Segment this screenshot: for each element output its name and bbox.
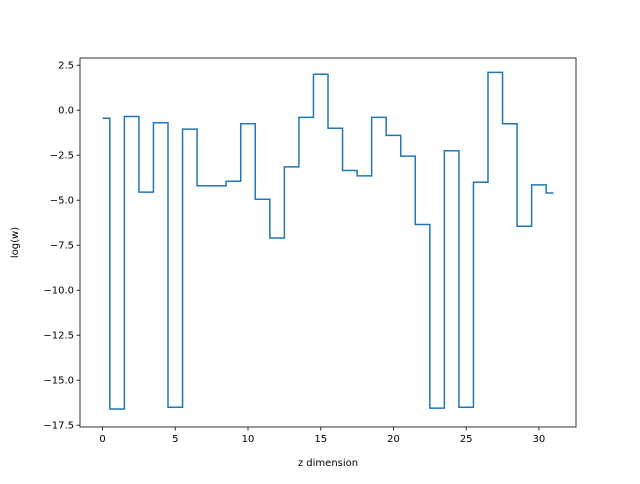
y-axis-label: log(w)	[10, 227, 21, 258]
y-tick-label: −7.5	[50, 241, 74, 252]
x-tick-label: 25	[460, 434, 473, 445]
y-tick-label: −15.0	[43, 376, 74, 387]
x-tick-label: 5	[172, 434, 178, 445]
y-tick-label: −2.5	[50, 151, 74, 162]
x-tick-label: 15	[314, 434, 327, 445]
series-step-line-0	[102, 71, 554, 410]
axes-frame	[79, 57, 577, 428]
x-axis-label: z dimension	[298, 458, 358, 469]
y-tick-label: −10.0	[43, 286, 74, 297]
y-tick-label: 0.0	[58, 106, 74, 117]
y-axis-ticks: 2.5 0.0 −2.5 −5.0 −7.5 −10.0 −12.5 −15.0 −17.5	[43, 61, 80, 432]
x-tick-label: 0	[99, 434, 105, 445]
x-tick-label: 20	[387, 434, 400, 445]
x-tick-label: 30	[533, 434, 546, 445]
plot-area	[102, 71, 554, 410]
y-tick-label: −5.0	[50, 196, 74, 207]
y-tick-label: −12.5	[43, 331, 74, 342]
y-tick-label: 2.5	[58, 61, 74, 72]
x-axis-ticks: 0 5 10 15 20 25 30	[99, 427, 545, 445]
y-tick-label: −17.5	[43, 421, 74, 432]
x-tick-label: 10	[242, 434, 255, 445]
